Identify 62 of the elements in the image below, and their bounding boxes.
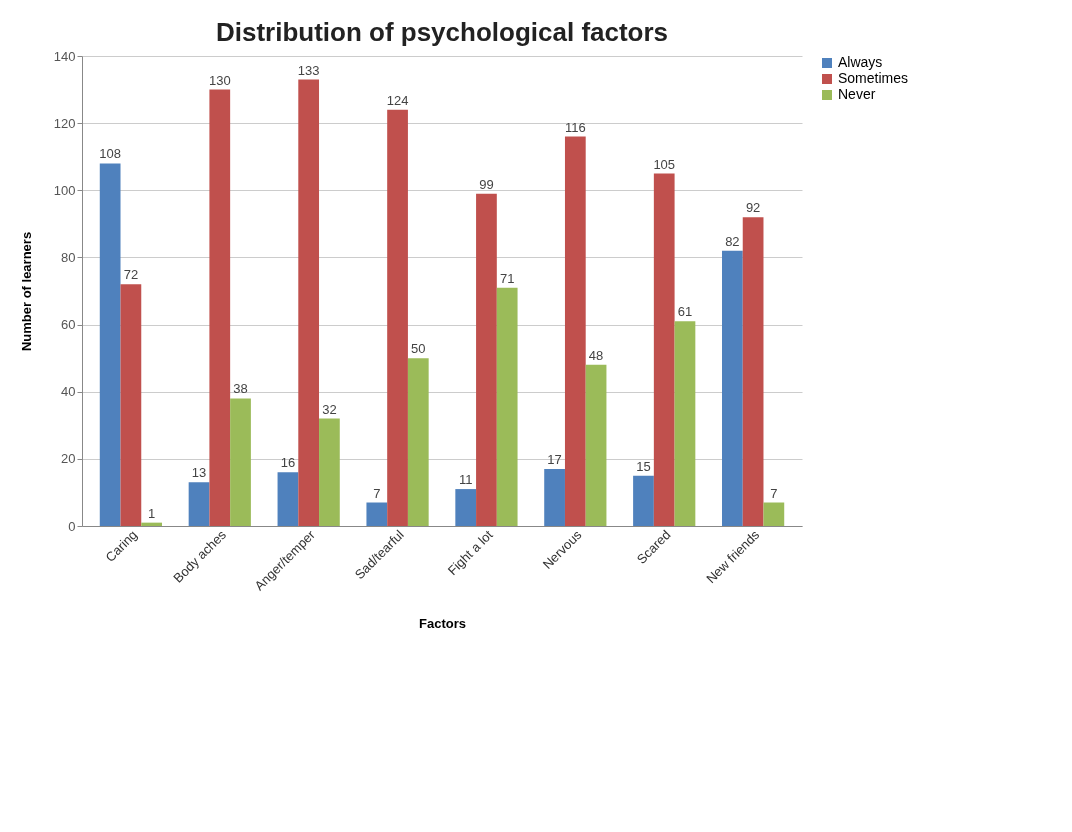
bar	[141, 522, 162, 526]
legend-label: Always	[838, 54, 883, 70]
bar	[298, 79, 320, 526]
y-tick-label: 100	[53, 182, 76, 198]
data-label: 15	[636, 458, 651, 474]
legend-label: Never	[838, 86, 876, 102]
data-label: 48	[588, 347, 604, 363]
y-tick-label: 0	[68, 518, 76, 534]
chart-title: Distribution of psychological factors	[215, 17, 669, 47]
data-label: 7	[373, 485, 381, 501]
bar	[544, 468, 565, 526]
y-tick-label: 80	[61, 249, 76, 265]
bar	[496, 287, 518, 526]
data-label: 13	[191, 465, 207, 481]
bar	[564, 136, 586, 526]
bar	[120, 284, 142, 526]
bar	[99, 163, 121, 526]
data-label: 105	[653, 156, 676, 172]
bar	[455, 489, 477, 526]
data-label: 133	[297, 62, 320, 78]
bar	[585, 364, 607, 526]
data-label: 92	[745, 200, 761, 216]
data-label: 108	[99, 146, 121, 162]
y-axis-title: Number of learners	[18, 231, 34, 352]
bar	[366, 502, 388, 526]
bar	[722, 250, 743, 526]
data-label: 32	[322, 401, 337, 417]
bar	[387, 109, 408, 526]
y-tick-label: 60	[61, 317, 76, 333]
y-tick-label: 40	[61, 384, 76, 400]
data-label: 82	[725, 233, 740, 249]
data-label: 1	[148, 505, 156, 521]
data-label: 38	[233, 381, 248, 397]
bar	[633, 475, 654, 526]
data-label: 50	[411, 341, 426, 357]
bar	[407, 358, 429, 526]
x-axis-title: Factors	[419, 616, 466, 632]
bar	[674, 321, 696, 526]
legend-label: Sometimes	[838, 70, 909, 86]
y-tick-label: 140	[53, 48, 76, 64]
data-label: 116	[564, 119, 586, 135]
data-label: 71	[499, 270, 515, 286]
data-label: 72	[123, 267, 139, 283]
y-tick-label: 20	[61, 451, 76, 467]
data-label: 124	[386, 92, 409, 108]
bar	[188, 482, 210, 526]
data-label: 7	[770, 485, 778, 501]
data-label: 16	[280, 455, 296, 471]
bar	[653, 173, 675, 526]
bar	[277, 472, 299, 526]
data-label: 61	[677, 304, 693, 320]
data-label: 11	[458, 472, 473, 488]
data-label: 130	[208, 72, 231, 88]
bar	[209, 89, 231, 526]
bar	[763, 502, 785, 526]
bar	[230, 398, 251, 526]
bar	[742, 217, 764, 526]
bar	[476, 193, 497, 526]
data-label: 17	[547, 451, 562, 467]
y-tick-label: 120	[53, 115, 76, 131]
data-label: 99	[479, 176, 494, 192]
bar	[319, 418, 340, 526]
